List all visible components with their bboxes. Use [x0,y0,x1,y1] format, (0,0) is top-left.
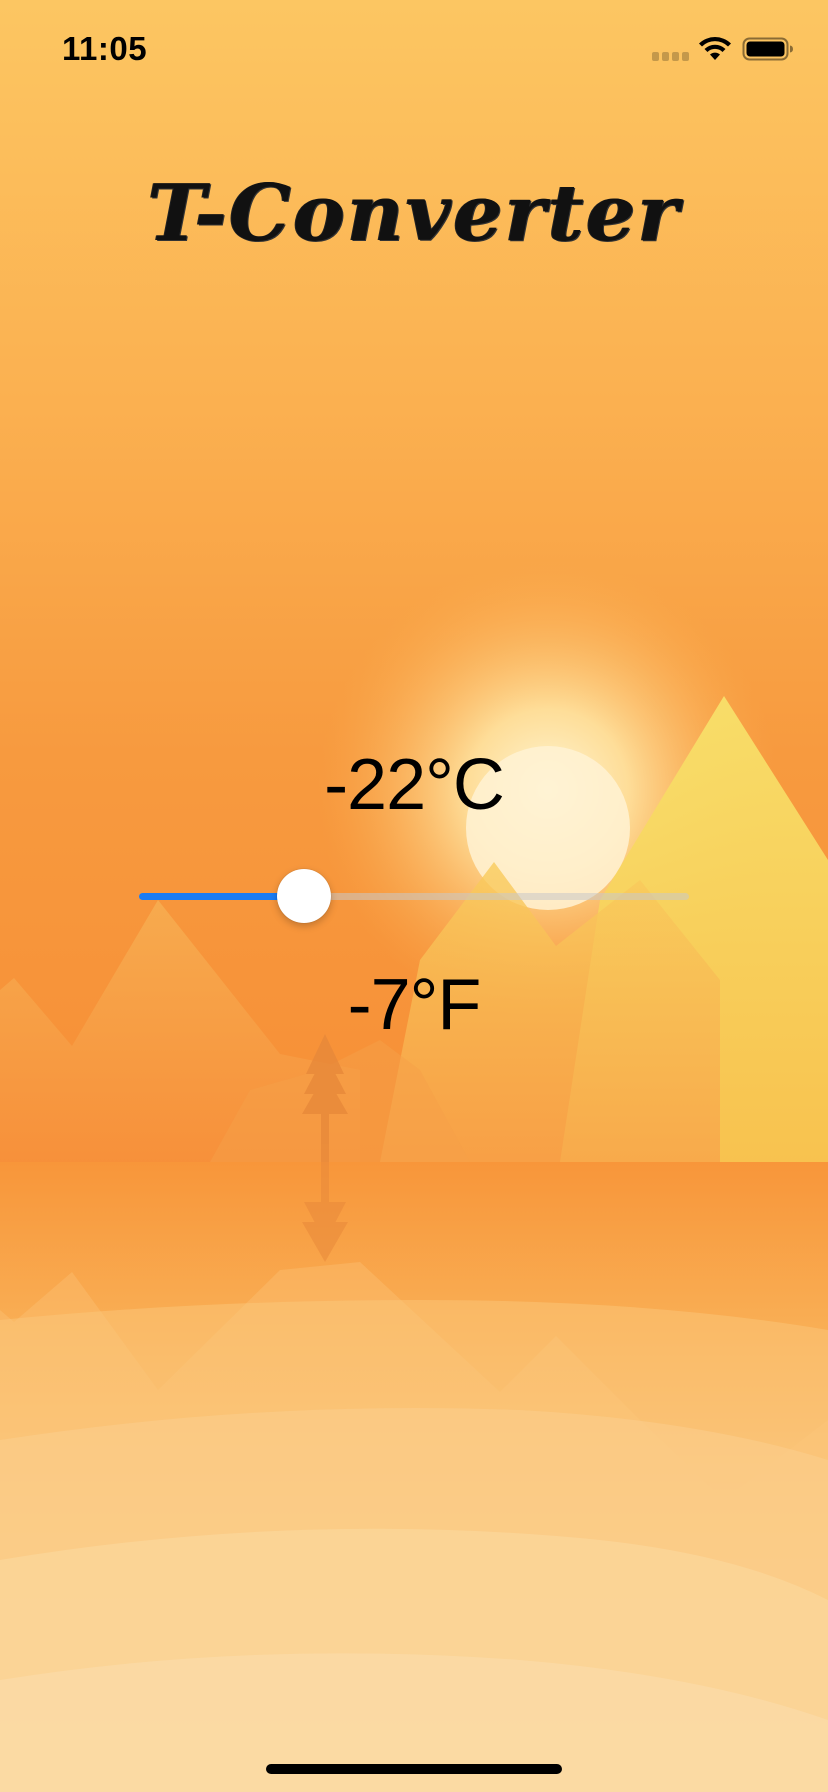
status-time: 11:05 [62,30,148,67]
home-indicator[interactable] [266,1764,562,1774]
cellular-signal-icon [652,52,690,62]
app-title: T-Converter [147,168,681,259]
battery-icon [742,37,793,61]
celsius-label: -22°C [324,745,505,825]
slider-thumb[interactable] [277,869,331,923]
slider-track[interactable] [139,893,689,900]
wifi-icon [699,37,731,60]
slider-fill [139,893,304,900]
fahrenheit-label: -7°F [347,965,482,1045]
status-bar: 11:05 [0,0,828,100]
temperature-slider[interactable] [139,868,689,924]
